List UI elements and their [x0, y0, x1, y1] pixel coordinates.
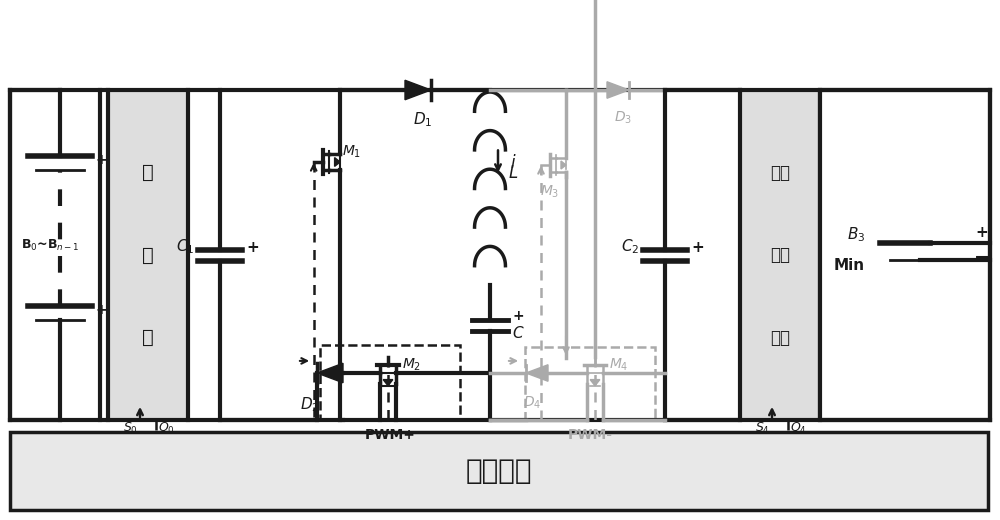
- Text: 总: 总: [142, 163, 154, 182]
- Bar: [820, 90, 990, 420]
- Bar: [525, 347, 655, 420]
- Bar: [320, 345, 460, 420]
- Polygon shape: [561, 161, 566, 169]
- Text: +: +: [95, 303, 107, 317]
- Text: $M_4$: $M_4$: [609, 357, 629, 373]
- Text: $Q_0$: $Q_0$: [158, 421, 175, 436]
- Text: $D_3$: $D_3$: [614, 110, 632, 126]
- Bar: [108, 90, 188, 420]
- Text: 关: 关: [142, 328, 154, 347]
- Text: $C_2$: $C_2$: [621, 238, 639, 256]
- Text: $Q_4$: $Q_4$: [790, 421, 807, 436]
- Text: $D_1$: $D_1$: [413, 110, 433, 129]
- Text: 开关: 开关: [770, 246, 790, 264]
- Text: $D_2$: $D_2$: [300, 395, 320, 414]
- Text: $S_4$: $S_4$: [755, 421, 770, 436]
- Text: +: +: [246, 240, 259, 254]
- Text: Min: Min: [834, 257, 865, 272]
- Text: $M_2$: $M_2$: [402, 357, 421, 373]
- Text: $D_4$: $D_4$: [523, 395, 541, 411]
- Text: $L$: $L$: [508, 163, 518, 181]
- Text: +: +: [95, 153, 107, 167]
- Text: $C$: $C$: [512, 325, 525, 341]
- Bar: [740, 90, 820, 420]
- Text: $C_1$: $C_1$: [176, 238, 194, 256]
- Bar: [10, 432, 988, 510]
- Text: $S_0$: $S_0$: [123, 421, 138, 436]
- Text: $B_3$: $B_3$: [847, 226, 865, 244]
- Polygon shape: [526, 365, 548, 381]
- Text: $M_3$: $M_3$: [540, 184, 560, 200]
- Text: PWM+: PWM+: [365, 428, 415, 442]
- Polygon shape: [383, 380, 393, 386]
- Text: 开: 开: [142, 245, 154, 265]
- Text: $M_1$: $M_1$: [342, 144, 362, 160]
- Text: +: +: [512, 309, 524, 323]
- Text: +: +: [976, 225, 988, 240]
- Bar: [10, 90, 100, 420]
- Polygon shape: [335, 158, 340, 166]
- Text: B$_0$~B$_{n-1}$: B$_0$~B$_{n-1}$: [21, 238, 79, 253]
- Polygon shape: [607, 82, 629, 98]
- Polygon shape: [317, 363, 343, 383]
- Polygon shape: [590, 380, 600, 386]
- Text: 微控制器: 微控制器: [466, 457, 532, 485]
- Text: +: +: [691, 240, 704, 254]
- Text: −: −: [974, 248, 990, 267]
- Text: PWM-: PWM-: [568, 428, 612, 442]
- Text: 模块: 模块: [770, 329, 790, 346]
- Text: 选择: 选择: [770, 163, 790, 181]
- Polygon shape: [405, 80, 431, 100]
- Text: $i$: $i$: [510, 153, 517, 172]
